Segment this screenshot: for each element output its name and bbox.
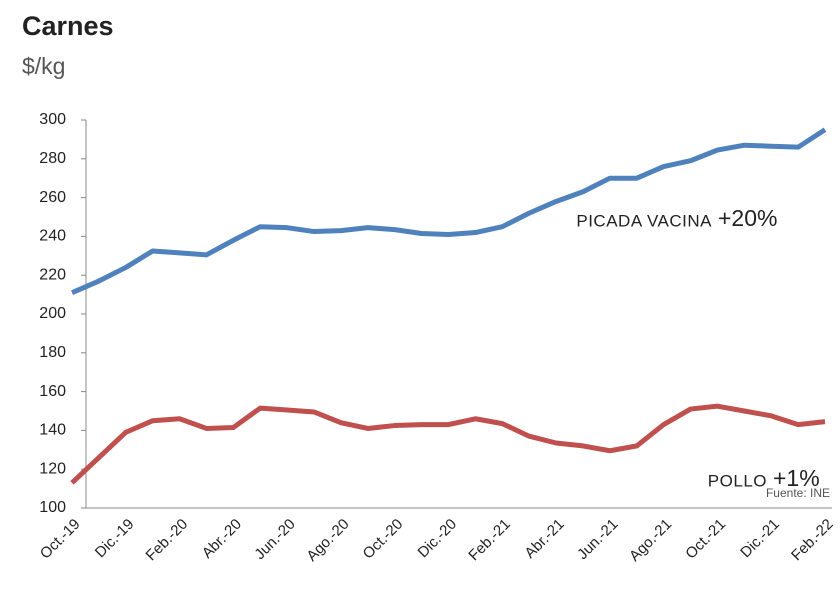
chart-title: Carnes — [22, 11, 114, 41]
x-tick-label: Oct.-20 — [360, 516, 407, 563]
series-label: PICADA VACINA — [576, 211, 712, 230]
x-tick-label: Jun.-20 — [251, 516, 298, 563]
y-tick-label: 180 — [39, 344, 66, 361]
annotation: +1% — [773, 465, 820, 491]
x-tick-label: Ago.-21 — [626, 516, 675, 565]
y-tick-label: 200 — [39, 305, 66, 322]
annotation: Fuente: INE — [766, 486, 830, 500]
y-tick-label: 140 — [39, 422, 66, 439]
x-tick-label: Dic.-21 — [737, 516, 783, 562]
x-tick-label: Dic.-19 — [92, 516, 138, 562]
y-tick-label: 240 — [39, 228, 66, 245]
x-tick-label: Oct.-19 — [37, 516, 84, 563]
y-tick-label: 160 — [39, 383, 66, 400]
series-label: POLLO — [708, 471, 767, 490]
x-tick-label: Feb.-22 — [788, 516, 837, 565]
x-tick-label: Feb.-20 — [143, 516, 192, 565]
x-tick-label: Oct.-21 — [682, 516, 729, 563]
x-tick-label: Abr.-20 — [199, 516, 245, 562]
x-tick-label: Feb.-21 — [465, 516, 514, 565]
line-series — [70, 403, 826, 485]
y-tick-label: 220 — [39, 266, 66, 283]
annotation: +20% — [718, 205, 777, 231]
y-tick-label: 100 — [39, 499, 66, 516]
chart-subtitle: $/kg — [22, 53, 65, 79]
y-tick-label: 120 — [39, 460, 66, 477]
x-tick-label: Jun.-21 — [574, 516, 621, 563]
y-tick-label: 280 — [39, 150, 66, 167]
line-series — [71, 127, 827, 295]
x-tick-label: Ago.-20 — [303, 516, 352, 565]
x-tick-label: Dic.-20 — [415, 516, 461, 562]
y-tick-label: 300 — [39, 111, 66, 128]
y-tick-label: 260 — [39, 189, 66, 206]
x-tick-label: Abr.-21 — [521, 516, 567, 562]
